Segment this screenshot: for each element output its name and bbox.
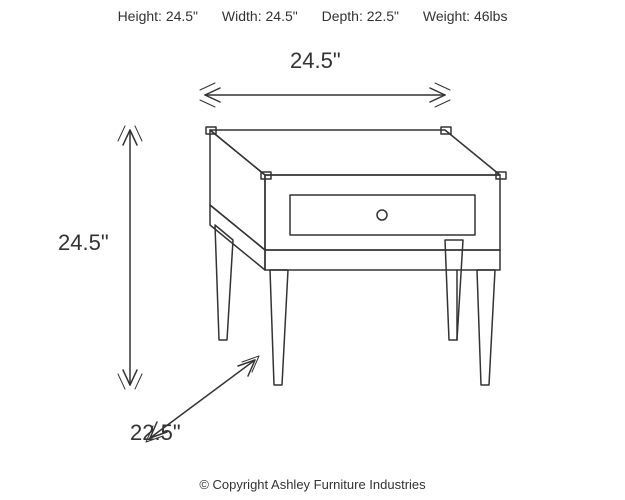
furniture-diagram: 24.5" 24.5" 22.5" [0, 30, 625, 470]
dim-width: 24.5" [290, 48, 341, 74]
spec-width-value: 24.5" [266, 8, 298, 24]
spec-row: Height: 24.5" Width: 24.5" Depth: 22.5" … [0, 8, 625, 24]
spec-width-label: Width: [222, 8, 262, 24]
spec-height-value: 24.5" [166, 8, 198, 24]
spec-weight-value: 46lbs [474, 8, 507, 24]
dim-height: 24.5" [58, 230, 109, 256]
spec-height-label: Height: [118, 8, 162, 24]
dim-depth: 22.5" [130, 420, 181, 446]
spec-depth-value: 22.5" [367, 8, 399, 24]
copyright-text: © Copyright Ashley Furniture Industries [0, 477, 625, 492]
spec-depth-label: Depth: [322, 8, 363, 24]
spec-weight-label: Weight: [423, 8, 470, 24]
